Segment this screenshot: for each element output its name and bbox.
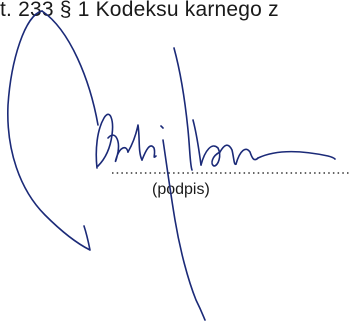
signature-caption: (podpis)	[152, 181, 210, 198]
document-text-line: t. 233 § 1 Kodeksu karnego z	[0, 0, 279, 21]
